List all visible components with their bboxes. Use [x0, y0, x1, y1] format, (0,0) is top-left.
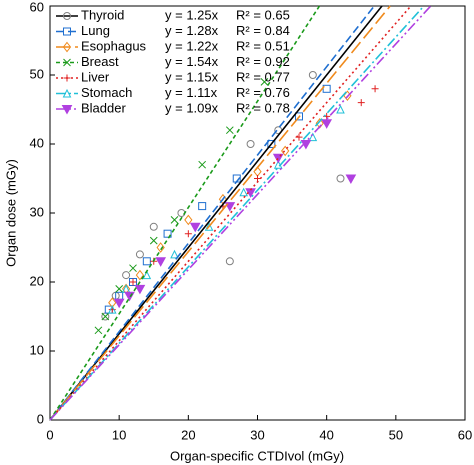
x-tick-label: 0 — [46, 427, 53, 442]
fit-line — [49, 5, 391, 421]
point — [63, 27, 71, 36]
point — [63, 74, 71, 82]
y-tick-label: 30 — [30, 204, 44, 219]
x-tick-label: 50 — [389, 427, 403, 442]
fit-equation: y = 1.15x — [165, 69, 219, 84]
fit-equation: y = 1.25x — [165, 7, 219, 22]
point — [142, 270, 152, 280]
point — [113, 298, 125, 309]
point — [357, 99, 365, 107]
x-tick-label: 10 — [112, 427, 126, 442]
point — [135, 269, 145, 281]
point — [198, 160, 207, 169]
point — [198, 202, 207, 211]
point — [170, 249, 179, 259]
point — [239, 187, 248, 197]
y-tick-label: 60 — [30, 0, 44, 14]
point — [184, 214, 193, 226]
legend-label: Bladder — [81, 100, 126, 115]
fit-equation: y = 1.28x — [165, 23, 219, 38]
point — [156, 242, 165, 253]
point — [94, 326, 103, 335]
point — [149, 222, 158, 231]
legend-label: Esophagus — [81, 38, 147, 53]
y-tick-label: 50 — [30, 66, 44, 81]
point — [267, 140, 276, 148]
point — [260, 78, 269, 86]
point — [184, 230, 192, 238]
point — [107, 304, 117, 314]
point — [170, 216, 179, 224]
y-tick-label: 20 — [30, 273, 44, 288]
point — [246, 140, 255, 148]
point — [101, 312, 110, 321]
legend-label: Thyroid — [81, 7, 124, 22]
fit-equation: y = 1.54x — [165, 54, 219, 69]
point — [115, 285, 124, 293]
point — [189, 222, 201, 233]
point — [121, 284, 131, 293]
fit-r2: R² = 0.77 — [236, 69, 290, 84]
point — [308, 71, 317, 79]
point — [124, 291, 135, 302]
legend-label: Stomach — [81, 85, 132, 100]
point — [295, 112, 303, 121]
y-tick-label: 10 — [30, 342, 44, 357]
legend-label: Liver — [81, 69, 110, 84]
y-tick-label: 0 — [37, 411, 44, 426]
point — [204, 222, 214, 231]
point — [308, 132, 318, 142]
point — [134, 284, 146, 295]
point — [149, 236, 158, 245]
fit-line — [49, 5, 383, 421]
fit-r2: R² = 0.65 — [236, 7, 290, 22]
point — [336, 104, 345, 114]
point — [129, 264, 137, 273]
y-axis-label: Organ dose (mGy) — [3, 159, 18, 267]
fit-line — [49, 5, 321, 421]
legend-label: Lung — [81, 23, 110, 38]
point — [61, 105, 73, 115]
fit-r2: R² = 0.92 — [236, 54, 290, 69]
x-tick-label: 30 — [250, 427, 264, 442]
point — [336, 174, 345, 183]
point — [62, 88, 72, 98]
fit-line — [49, 5, 432, 421]
fit-r2: R² = 0.84 — [236, 23, 290, 38]
fit-r2: R² = 0.78 — [236, 100, 290, 115]
point — [142, 257, 151, 266]
fit-equation: y = 1.11x — [165, 85, 218, 100]
point — [371, 85, 379, 93]
fit-line — [49, 5, 412, 421]
y-tick-label: 40 — [30, 135, 44, 150]
point — [122, 271, 131, 280]
fit-equation: y = 1.22x — [165, 38, 219, 53]
legend-label: Breast — [81, 54, 119, 69]
point — [63, 12, 71, 20]
point — [225, 126, 234, 135]
point — [225, 257, 234, 266]
point — [163, 229, 172, 238]
point — [321, 119, 333, 129]
fit-equation: y = 1.09x — [165, 100, 219, 115]
point — [135, 250, 144, 259]
x-tick-label: 20 — [181, 427, 195, 442]
point — [108, 306, 116, 314]
point — [345, 174, 357, 185]
point — [322, 84, 331, 93]
fit-r2: R² = 0.76 — [236, 85, 290, 100]
fit-r2: R² = 0.51 — [236, 38, 290, 53]
x-tick-label: 40 — [319, 427, 333, 442]
point — [281, 145, 290, 157]
x-tick-label: 60 — [458, 427, 472, 442]
point — [155, 257, 167, 267]
point — [62, 41, 72, 53]
x-axis-label: Organ-specific CTDIvol (mGy) — [170, 448, 344, 463]
point — [129, 278, 137, 286]
point — [63, 58, 71, 67]
fit-line — [49, 5, 425, 421]
fit-line — [49, 5, 375, 421]
